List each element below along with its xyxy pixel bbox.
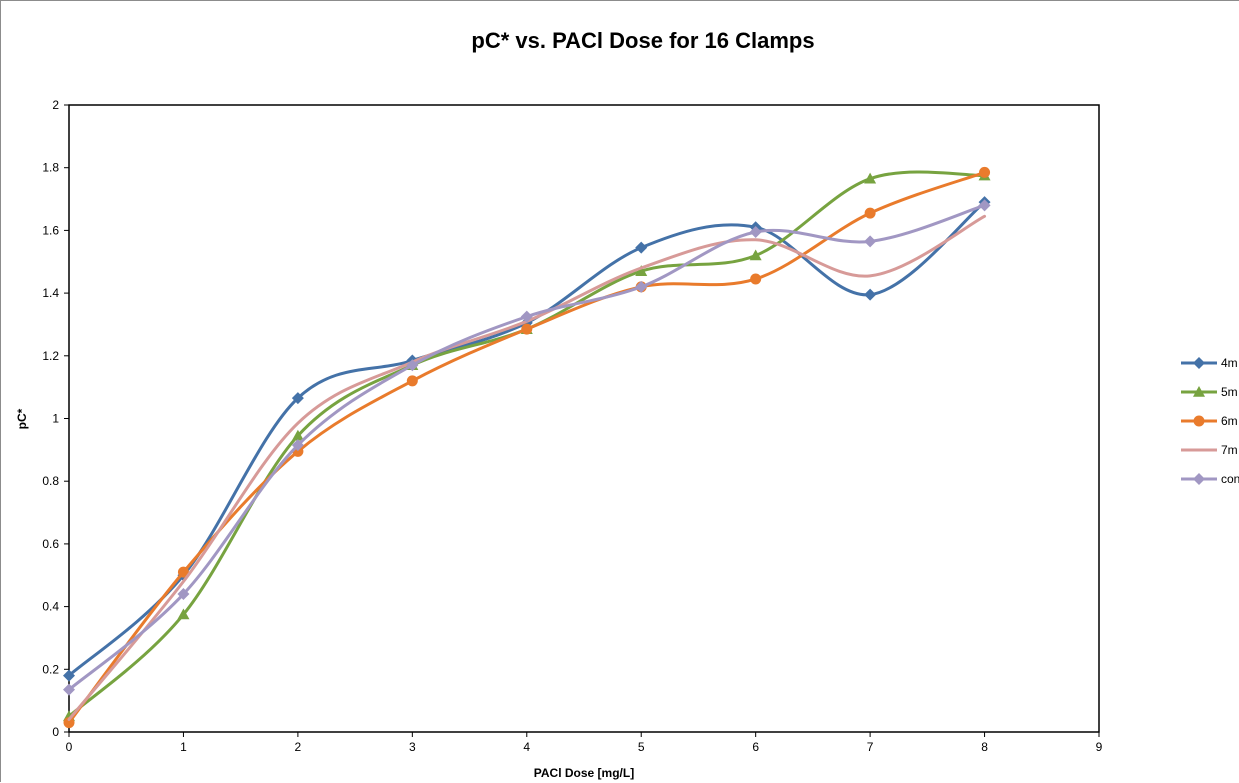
y-tick-label: 2 <box>52 98 59 112</box>
data-point <box>749 249 762 261</box>
x-tick-label: 9 <box>1096 740 1103 754</box>
data-point <box>864 235 877 248</box>
data-point <box>864 288 877 301</box>
series-line <box>67 200 987 678</box>
data-point <box>63 669 75 682</box>
data-point <box>635 280 648 293</box>
data-point <box>177 588 190 601</box>
data-point <box>291 392 304 405</box>
x-tick-label: 7 <box>867 740 874 754</box>
legend-marker <box>1193 386 1205 397</box>
legend-marker <box>1193 357 1205 369</box>
y-tick-label: 1.6 <box>42 223 59 237</box>
x-tick-label: 5 <box>638 740 645 754</box>
x-tick-label: 1 <box>180 740 187 754</box>
data-point <box>979 166 991 178</box>
x-tick-label: 4 <box>523 740 530 754</box>
y-tick-label: 0.6 <box>42 537 59 551</box>
data-point <box>177 608 190 620</box>
y-tick-label: 0.8 <box>42 474 59 488</box>
y-tick-label: 1.2 <box>42 349 59 363</box>
series-layer <box>63 166 991 729</box>
series-line <box>67 170 987 725</box>
data-point <box>750 273 762 285</box>
legend-item: 7m <box>1181 443 1238 457</box>
x-tick-label: 6 <box>752 740 759 754</box>
chart-title: pC* vs. PACl Dose for 16 Clamps <box>471 28 814 53</box>
x-tick-label: 2 <box>295 740 302 754</box>
data-point <box>177 566 189 578</box>
legend-label: 5m <box>1221 385 1238 399</box>
data-point <box>864 207 876 219</box>
series-line <box>67 214 987 721</box>
x-axis: 0 1 2 3 4 5 6 7 8 9 <box>66 732 1103 754</box>
y-axis: 0 0.2 0.4 0.6 0.8 1 1.2 1.4 1.6 1.8 2 <box>42 98 69 739</box>
y-tick-label: 0.4 <box>42 600 59 614</box>
y-tick-label: 1 <box>52 412 59 426</box>
x-tick-label: 8 <box>981 740 988 754</box>
x-tick-label: 3 <box>409 740 416 754</box>
legend-item: 6m <box>1181 414 1238 428</box>
data-point <box>291 439 304 452</box>
y-tick-label: 1.4 <box>42 286 59 300</box>
data-point <box>63 683 75 696</box>
legend-marker <box>1193 415 1205 427</box>
x-tick-label: 0 <box>66 740 73 754</box>
data-point <box>978 199 991 212</box>
legend-label: 7m <box>1221 443 1238 457</box>
data-point <box>63 717 75 729</box>
series-6m <box>63 166 991 729</box>
legend-label: con <box>1221 472 1239 486</box>
data-point <box>635 241 648 254</box>
legend-label: 6m <box>1221 414 1238 428</box>
data-point <box>291 429 304 441</box>
series-line <box>67 203 987 692</box>
data-point <box>520 310 533 323</box>
y-tick-label: 1.8 <box>42 161 59 175</box>
series-con <box>63 199 991 696</box>
legend-item: 5m <box>1181 385 1238 399</box>
data-point <box>406 375 418 387</box>
data-point <box>521 323 533 335</box>
data-point <box>635 265 648 276</box>
legend: 4m 5m 6m 7m con <box>1181 356 1239 486</box>
plot-area <box>68 104 1100 733</box>
data-point <box>406 359 419 372</box>
data-point <box>749 225 762 238</box>
x-axis-title: PACl Dose [mg/L] <box>534 766 634 780</box>
legend-item: con <box>1181 472 1239 486</box>
y-tick-label: 0 <box>52 725 59 739</box>
legend-item: 4m <box>1181 356 1238 370</box>
y-tick-label: 0.2 <box>42 662 59 676</box>
data-point <box>864 172 877 184</box>
legend-label: 4m <box>1221 356 1238 370</box>
legend-marker <box>1193 473 1205 485</box>
series-7m <box>67 214 987 721</box>
y-axis-title: pC* <box>15 408 29 429</box>
